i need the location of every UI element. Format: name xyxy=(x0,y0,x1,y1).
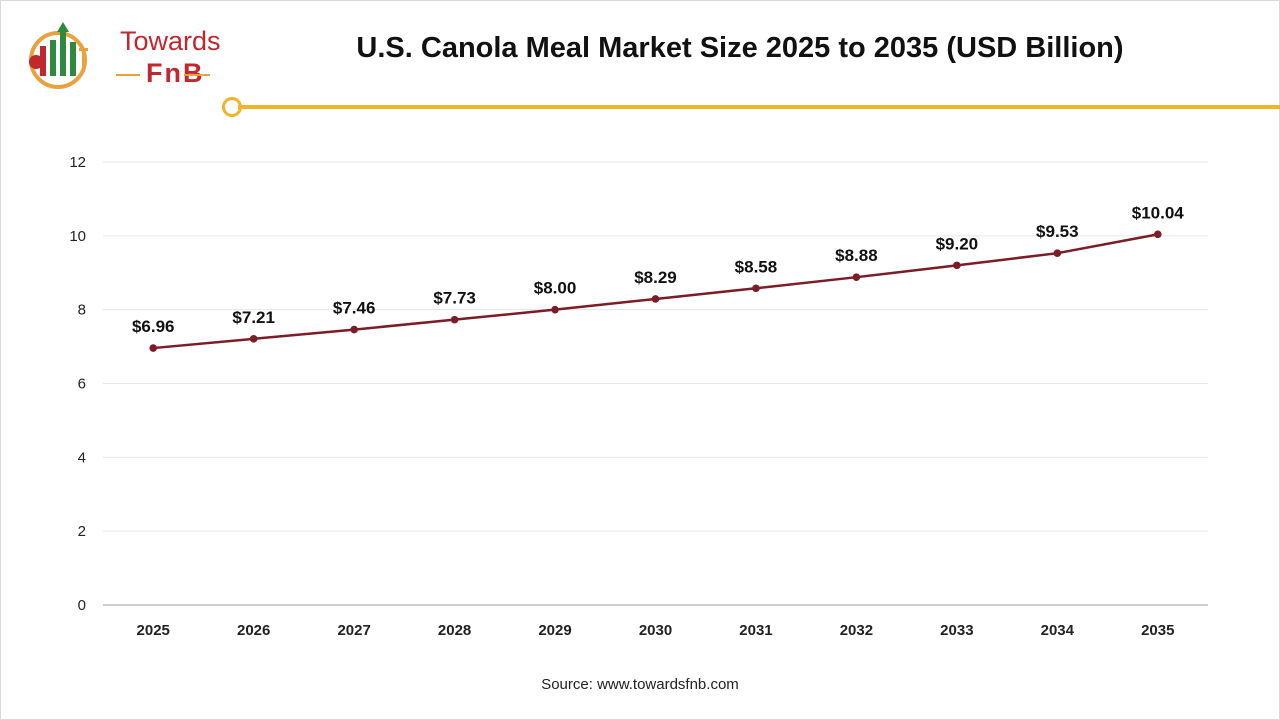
x-tick-label: 2025 xyxy=(137,622,170,639)
logo-text-fnb: FnB xyxy=(146,58,205,88)
data-point xyxy=(953,261,961,270)
data-point xyxy=(149,344,158,352)
logo-mark-icon xyxy=(29,22,88,89)
series-line xyxy=(153,233,1159,350)
y-tick-label: 10 xyxy=(69,228,86,245)
data-label: $7.73 xyxy=(433,289,476,308)
y-tick-label: 8 xyxy=(78,302,86,319)
x-tick-label: 2035 xyxy=(1141,622,1174,639)
x-tick-label: 2034 xyxy=(1041,622,1075,639)
chart-title: U.S. Canola Meal Market Size 2025 to 203… xyxy=(356,32,1124,64)
source-note: Source: www.towardsfnb.com xyxy=(541,676,739,693)
data-label: $7.46 xyxy=(333,299,376,318)
header-rule-line xyxy=(238,105,1280,109)
data-point xyxy=(1053,249,1062,257)
data-label: $9.20 xyxy=(936,234,979,253)
data-label: $8.88 xyxy=(835,246,878,265)
y-tick-label: 4 xyxy=(78,449,86,466)
towards-fnb-logo: Towards FnB xyxy=(24,18,224,90)
data-point xyxy=(1153,230,1162,239)
data-label: $7.21 xyxy=(232,308,275,327)
data-point xyxy=(350,325,358,334)
y-tick-label: 2 xyxy=(78,523,86,540)
data-point xyxy=(852,273,861,281)
logo-divider-left xyxy=(116,74,140,76)
x-tick-label: 2032 xyxy=(840,622,873,639)
data-point xyxy=(651,295,660,303)
y-tick-label: 0 xyxy=(78,597,86,614)
data-label: $9.53 xyxy=(1036,222,1079,241)
x-tick-label: 2031 xyxy=(739,622,772,639)
data-point xyxy=(752,284,760,293)
x-tick-label: 2027 xyxy=(337,622,370,639)
logo-divider-right xyxy=(184,74,210,76)
data-point xyxy=(249,335,258,343)
x-tick-label: 2033 xyxy=(940,622,973,639)
data-label: $8.58 xyxy=(735,257,778,276)
data-point xyxy=(450,315,459,324)
y-tick-label: 12 xyxy=(69,154,86,171)
x-tick-label: 2026 xyxy=(237,622,270,639)
data-label: $6.96 xyxy=(132,317,175,336)
y-tick-label: 6 xyxy=(78,376,86,393)
x-tick-label: 2029 xyxy=(538,622,571,639)
data-label: $8.00 xyxy=(534,279,577,298)
data-label: $8.29 xyxy=(634,268,677,287)
data-label: $10.04 xyxy=(1132,203,1185,222)
data-point xyxy=(551,305,559,314)
x-tick-label: 2030 xyxy=(639,622,672,639)
x-tick-label: 2028 xyxy=(438,622,471,639)
logo-text-towards: Towards xyxy=(120,26,221,56)
